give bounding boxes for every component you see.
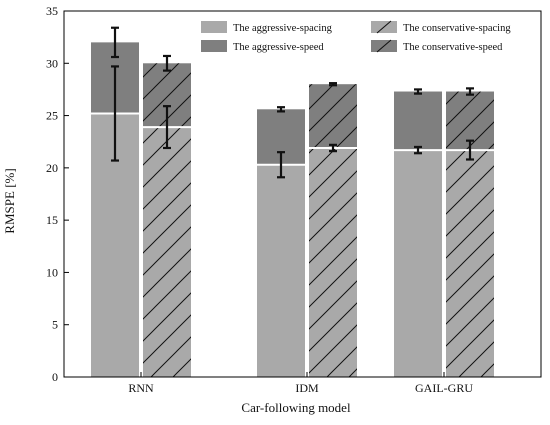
y-tick-label-15: 15 [46,213,58,227]
errorbar-aggressive-gail-gru-spacing [414,145,422,155]
errorbar-conservative-gail-gru-spacing [466,139,474,161]
bar-aggressive-idm-spacing [257,164,305,377]
x-axis-title: Car-following model [241,400,351,415]
y-tick-label-35: 35 [46,4,58,18]
bar-aggressive-gail-gru-speed [394,91,442,151]
bar-conservative-idm-hatch [309,84,357,377]
errorbar-aggressive-rnn-spacing [111,65,119,162]
bar-conservative-gail-gru-hatch [446,91,494,378]
x-tick-label-rnn: RNN [128,381,154,395]
y-tick-label-30: 30 [46,56,58,70]
errorbar-aggressive-idm-speed [277,106,285,113]
legend-label-2: The conservative-spacing [403,23,511,34]
legend-label-3: The aggressive-speed [233,42,324,53]
x-tick-label-idm: IDM [295,381,319,395]
errorbar-conservative-rnn-spacing [163,105,171,150]
y-tick-label-25: 25 [46,109,58,123]
legend-entry-2: The conservative-spacing [371,20,511,34]
errorbar-aggressive-rnn-speed [111,26,119,59]
bar-aggressive-gail-gru-spacing [394,150,442,377]
error-bars-layer [111,26,474,179]
legend-hatch-2 [376,20,392,34]
errorbar-conservative-gail-gru-speed [466,87,474,96]
errorbar-aggressive-gail-gru-speed [414,88,422,95]
errorbar-conservative-rnn-speed [163,54,171,72]
bars-layer [91,42,494,378]
legend-entry-1: The aggressive-spacing [201,21,333,34]
legend-swatch-1 [201,21,227,33]
legend-hatch-4 [376,39,392,53]
y-tick-label-10: 10 [46,265,58,279]
y-tick-label-5: 5 [52,318,58,332]
y-tick-label-0: 0 [52,370,58,384]
legend-label-4: The conservative-speed [403,42,503,53]
axes: 0 5 10 15 20 25 30 35 RNN IDM GAIL-GRU [46,4,542,395]
y-axis-title: RMSPE [%] [2,168,17,233]
legend-entry-3: The aggressive-speed [201,40,324,53]
legend-label-1: The aggressive-spacing [233,23,333,34]
legend-swatch-3 [201,40,227,52]
legend-entry-4: The conservative-speed [371,39,503,53]
errorbar-conservative-idm-spacing [329,143,337,153]
errorbar-aggressive-idm-spacing [277,151,285,179]
legend: The aggressive-spacing The conservative-s… [201,20,511,53]
x-tick-label-gail-gru: GAIL-GRU [415,381,473,395]
errorbar-conservative-idm-speed [329,82,337,87]
y-tick-label-20: 20 [46,161,58,175]
plot-frame [63,10,542,378]
